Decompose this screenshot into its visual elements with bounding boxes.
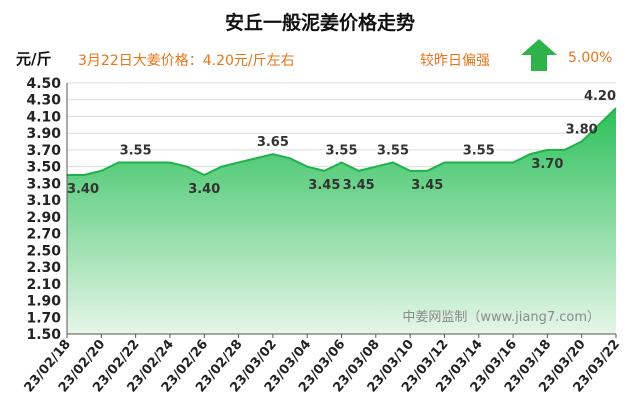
price-headline: 3月22日大姜价格：4.20元/斤左右: [78, 53, 295, 69]
chart-title: 安丘一般泥姜价格走势: [224, 12, 415, 34]
y-tick-label: 1.70: [26, 310, 61, 326]
data-label: 3.45: [308, 178, 340, 193]
data-label: 3.40: [188, 182, 220, 197]
y-tick-label: 1.90: [26, 294, 61, 310]
data-label: 3.45: [343, 178, 375, 193]
data-label: 3.55: [120, 143, 152, 158]
data-label: 3.65: [257, 135, 289, 150]
data-label: 3.55: [463, 143, 495, 158]
change-percent: 5.00%: [568, 50, 613, 66]
y-tick-label: 2.70: [26, 227, 61, 243]
up-arrow-icon: [521, 39, 557, 71]
watermark: 中姜网监制（www.jiang7.com）: [402, 310, 600, 325]
y-tick-label: 3.10: [26, 193, 61, 209]
data-labels: 3.40 3.55 3.40 3.65 3.45 3.55 3.45 3.55 3.45 3.55…: [67, 89, 616, 197]
x-tick-labels: 23/02/1823/02/2023/02/2223/02/2423/02/26…: [22, 334, 623, 395]
y-tick-label: 2.50: [26, 243, 61, 259]
data-label: 3.70: [531, 157, 563, 172]
y-tick-label: 3.70: [26, 143, 61, 159]
data-label: 3.40: [67, 182, 99, 197]
y-tick-label: 1.50: [26, 327, 61, 343]
comparison-label: 较昨日偏强: [420, 53, 490, 69]
price-area: [67, 108, 616, 334]
y-tick-labels: 1.501.701.902.102.302.502.702.903.103.30…: [26, 76, 61, 343]
price-line: [67, 107, 617, 177]
y-tick-label: 2.90: [26, 210, 61, 226]
y-tick-label: 2.30: [26, 260, 61, 276]
unit-label: 元/斤: [16, 50, 52, 68]
data-label: 3.45: [411, 178, 443, 193]
y-tick-label: 2.10: [26, 277, 61, 293]
y-tick-label: 3.30: [26, 176, 61, 192]
data-label: 4.20: [584, 89, 616, 104]
data-label: 3.55: [377, 143, 409, 158]
y-tick-label: 4.30: [26, 93, 61, 109]
y-tick-label: 3.90: [26, 126, 61, 142]
data-label: 3.55: [325, 143, 357, 158]
y-tick-label: 3.50: [26, 160, 61, 176]
y-tick-label: 4.50: [26, 76, 61, 92]
data-label: 3.80: [566, 123, 598, 138]
y-tick-label: 4.10: [26, 109, 61, 125]
